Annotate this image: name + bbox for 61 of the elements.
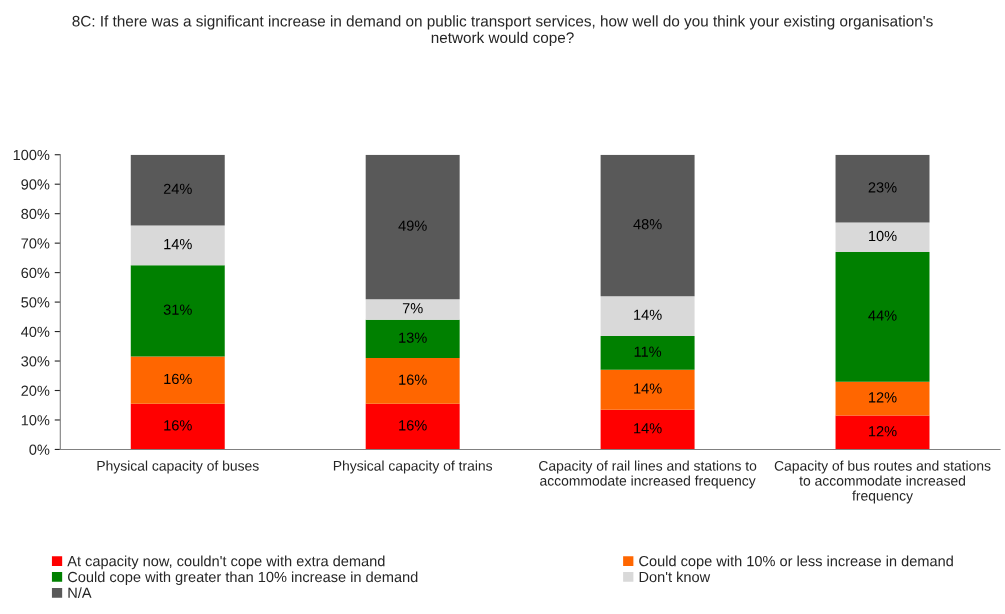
data-label: 23% [868,182,897,193]
bar [835,251,930,382]
y-tick-label: 40% [21,326,50,337]
y-tick-label: 100% [13,149,50,161]
bar [600,296,695,336]
bar [130,225,225,266]
bar [130,265,225,357]
data-label: 14% [634,309,662,320]
data-label: 12% [869,426,897,437]
x-tick-label: Capacity of bus routes and stations to accommodate increased frequency [774,460,991,504]
legend-label: At capacity now, couldn't cope with extra demand [67,555,385,570]
bar [365,319,460,359]
bar [600,154,695,297]
data-label: 12% [869,392,897,403]
data-label: 11% [634,346,662,357]
legend-label: Could cope with 10% or less increase in demand [639,555,953,570]
bar [600,409,695,450]
data-label: 14% [634,423,662,434]
legend-label: Could cope with greater than 10% increase in demand [68,571,418,586]
y-tick-label: 20% [21,385,50,396]
bar [365,358,460,404]
data-label: 16% [164,420,192,431]
data-label: 7% [402,303,423,314]
bar [130,154,225,226]
bar [365,299,460,320]
data-label: 13% [399,332,427,343]
bar [835,381,930,416]
y-tick-label: 50% [21,297,50,308]
x-tick-label: Physical capacity of trains [333,460,493,474]
bar [835,415,930,450]
x-tick-label: Physical capacity of buses [97,460,259,474]
data-label: 16% [164,373,192,385]
data-label: 14% [164,239,192,250]
chart-title: 8C: If there was a significant increase in demand on public transport services, how well do you think your existing organisation's network would cope? [72,15,933,47]
y-tick-label: 80% [21,208,50,220]
y-tick-label: 10% [21,415,50,426]
bar [600,335,695,370]
y-tick-label: 60% [21,267,50,279]
data-label: 48% [633,219,662,230]
data-label: 24% [163,183,192,194]
y-tick-label: 90% [21,179,50,190]
data-label: 44% [868,310,897,321]
data-label: 49% [398,220,427,231]
y-tick-label: 30% [21,356,50,367]
data-label: 31% [163,304,192,315]
data-label: 14% [634,383,662,394]
legend-label: Don't know [639,571,711,583]
bar [365,403,460,450]
bar [130,356,225,404]
bar [130,403,225,450]
y-tick-label: 0% [29,444,50,455]
bar [835,222,930,252]
y-tick-label: 70% [21,238,50,249]
data-label: 16% [399,374,427,385]
bar [365,154,460,300]
x-tick-label: Capacity of rail lines and stations to accommodate increased frequency [539,460,757,489]
legend-label: N/A [68,587,92,598]
data-label: 16% [399,420,427,431]
data-label: 10% [869,230,897,242]
bar [600,369,695,410]
bar [835,154,930,223]
